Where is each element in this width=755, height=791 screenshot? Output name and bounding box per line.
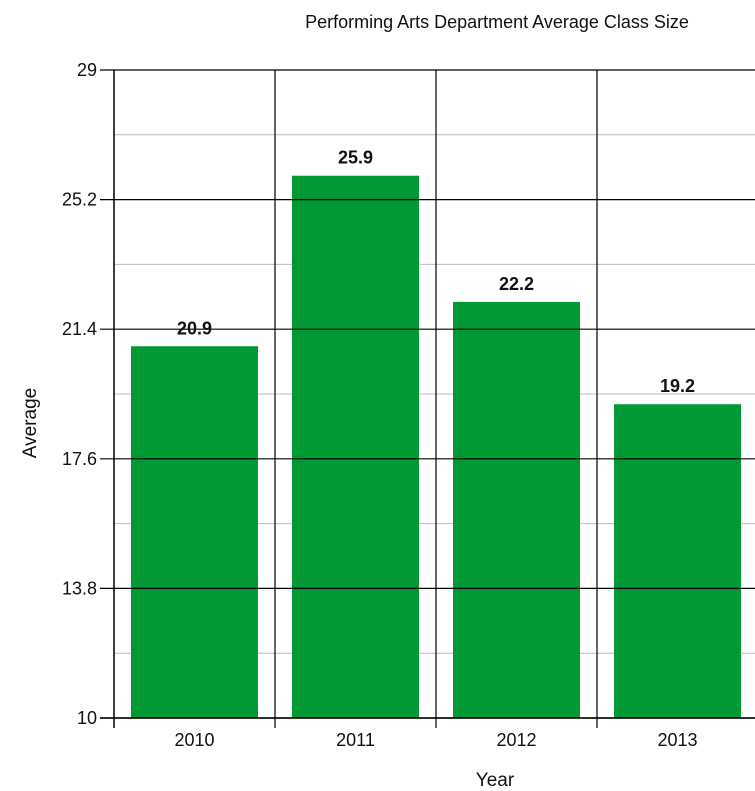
y-tick-label: 10: [77, 708, 97, 728]
bar-2012: [453, 301, 580, 718]
bar-2010: [131, 346, 258, 718]
data-label-2013: 19.2: [660, 376, 695, 396]
data-label-2011: 25.9: [338, 148, 373, 168]
y-tick-label: 13.8: [62, 578, 97, 598]
data-label-2012: 22.2: [499, 274, 534, 294]
y-tick-labels: 10 13.8 17.6 21.4 25.2 29: [62, 60, 97, 728]
bars: [131, 175, 741, 718]
y-axis-label: Average: [20, 388, 41, 458]
x-tick-label-2013: 2013: [657, 730, 697, 750]
x-tick-label-2012: 2012: [496, 730, 536, 750]
x-tick-label-2010: 2010: [174, 730, 214, 750]
axes: [100, 70, 755, 728]
y-tick-label: 29: [77, 60, 97, 80]
y-tick-label: 17.6: [62, 449, 97, 469]
x-tick-labels: 2010 2011 2012 2013: [174, 730, 697, 750]
x-axis-label: Year: [476, 770, 515, 791]
x-tick-label-2011: 2011: [336, 730, 375, 750]
bar-2013: [614, 404, 741, 718]
y-tick-label: 25.2: [62, 190, 97, 210]
data-label-2010: 20.9: [177, 318, 212, 338]
chart-title: Performing Arts Department Average Class…: [305, 12, 689, 32]
y-tick-label: 21.4: [62, 319, 97, 339]
bar-2011: [292, 175, 419, 718]
data-labels: 20.9 25.9 22.2 19.2: [177, 148, 695, 397]
